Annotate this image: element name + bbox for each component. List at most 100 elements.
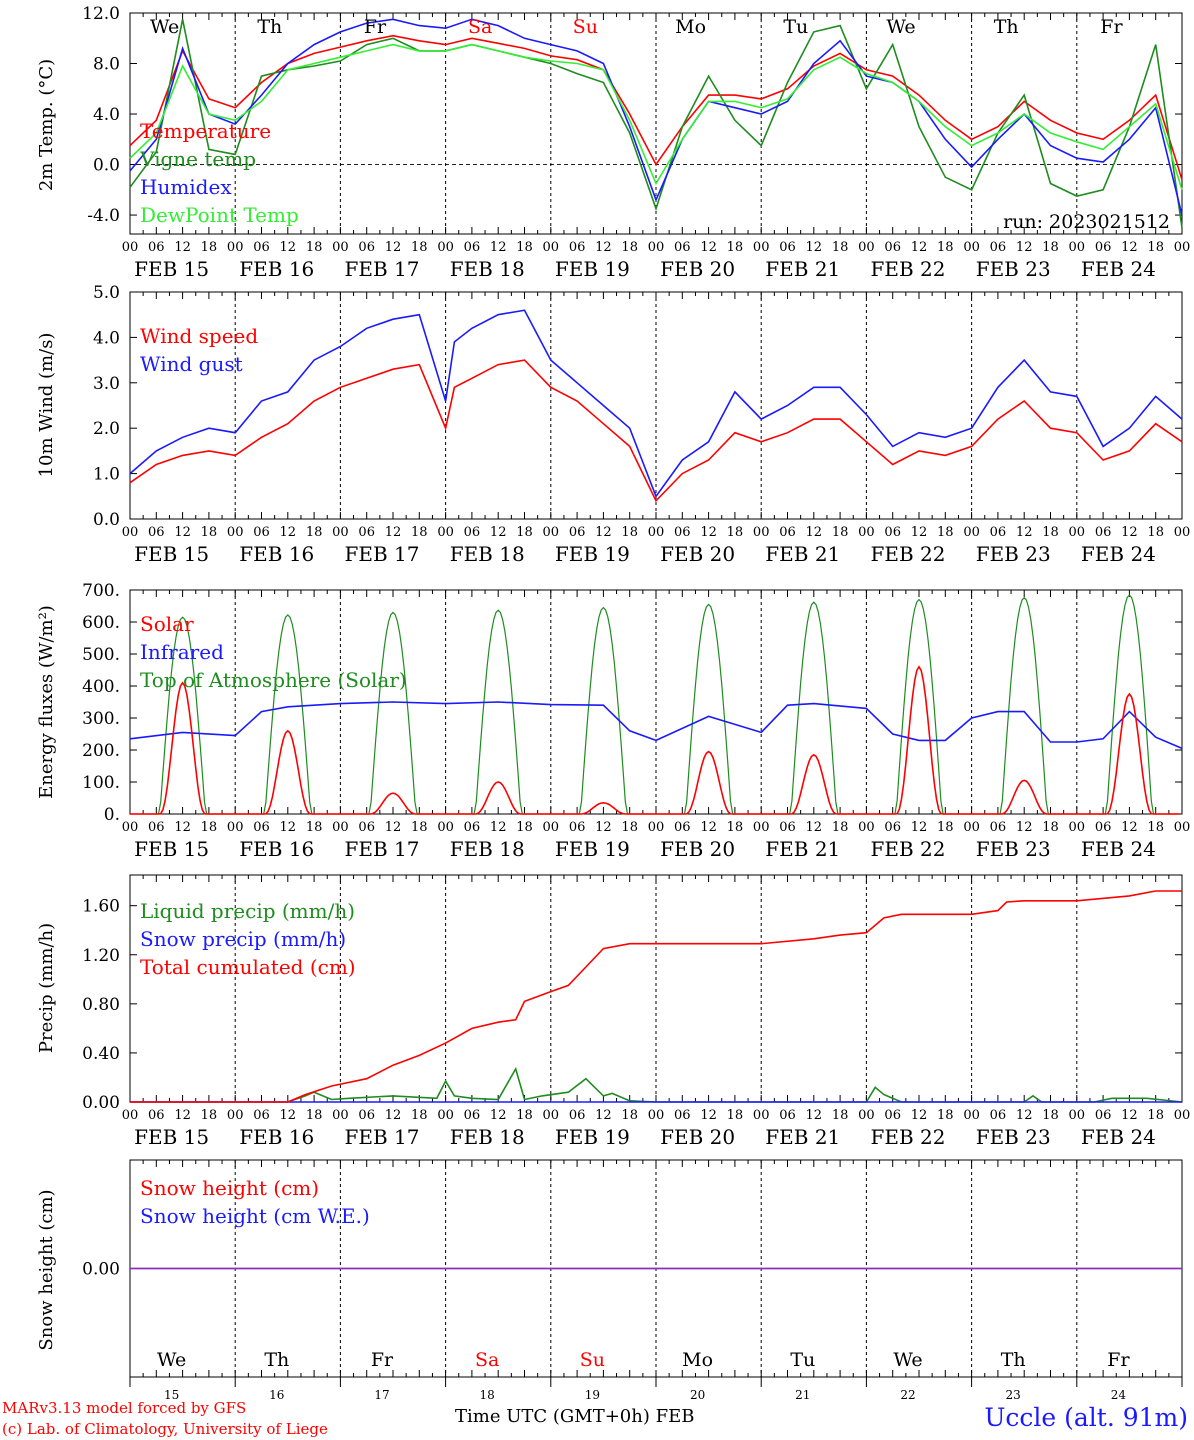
series-group (130, 890, 1183, 1103)
hour-tick-label: 18 (411, 820, 428, 835)
legend-entry: Infrared (140, 640, 224, 664)
date-label: FEB 19 (555, 542, 630, 566)
hour-tick-label: 12 (1121, 525, 1138, 540)
hour-tick-label: 06 (990, 1108, 1007, 1123)
x-axis-month: FEB (655, 1406, 695, 1427)
weekday-label: Fr (371, 1349, 394, 1371)
hour-tick-label: 00 (1174, 1108, 1191, 1123)
y-tick-label: 3.0 (93, 374, 120, 394)
hour-tick-label: 18 (1042, 240, 1059, 255)
day-number-label: 16 (269, 1388, 284, 1402)
hour-tick-label: 06 (148, 525, 165, 540)
hour-tick-label: 06 (779, 240, 796, 255)
hour-tick-label: 18 (621, 240, 638, 255)
hour-tick-label: 00 (963, 1108, 980, 1123)
hour-tick-label: 12 (700, 1108, 717, 1123)
date-label: FEB 18 (450, 257, 525, 281)
hour-tick-label: 12 (595, 820, 612, 835)
hour-tick-label: 12 (1016, 240, 1033, 255)
hour-tick-label: 00 (648, 1108, 665, 1123)
y-tick-label: 600. (82, 613, 120, 633)
hour-tick-label: 00 (437, 240, 454, 255)
hour-tick-label: 00 (227, 820, 244, 835)
date-label: FEB 18 (450, 1125, 525, 1149)
date-label: FEB 20 (660, 257, 735, 281)
weekday-label: Sa (468, 16, 492, 38)
hour-tick-label: 06 (884, 820, 901, 835)
y-axis-label: 2m Temp. (°C) (36, 59, 57, 191)
hour-tick-label: 18 (1147, 525, 1164, 540)
hour-tick-label: 18 (832, 820, 849, 835)
legend-entry: Wind gust (140, 352, 243, 376)
hour-tick-label: 18 (201, 525, 218, 540)
hour-tick-label: 06 (464, 240, 481, 255)
model-credit: MARv3.13 model forced by GFS (2, 1399, 247, 1417)
date-label: FEB 19 (555, 1125, 630, 1149)
y-axis-label: Precip (mm/h) (36, 923, 57, 1053)
hour-tick-label: 12 (490, 525, 507, 540)
legend-entry: Humidex (140, 175, 232, 199)
series-line-solar (130, 665, 1180, 815)
hour-tick-label: 12 (1121, 1108, 1138, 1123)
run-annotation: run: 2023021512 (1003, 211, 1170, 233)
date-label: FEB 22 (871, 1125, 946, 1149)
hour-tick-label: 18 (201, 240, 218, 255)
date-label: FEB 21 (765, 542, 840, 566)
hour-tick-label: 18 (1147, 1108, 1164, 1123)
weekday-label: Th (257, 16, 282, 38)
hour-tick-label: 00 (332, 1108, 349, 1123)
hour-tick-label: 12 (385, 820, 402, 835)
hour-tick-label: 00 (1069, 240, 1086, 255)
y-tick-label: 0.00 (82, 1093, 120, 1113)
hour-tick-label: 00 (1174, 240, 1191, 255)
y-tick-label: 4.0 (93, 328, 120, 348)
hour-tick-label: 06 (148, 1108, 165, 1123)
date-label: FEB 24 (1081, 837, 1156, 861)
legend-entry: Solar (140, 612, 194, 636)
y-tick-label: 0. (104, 805, 120, 825)
hour-tick-label: 00 (227, 1108, 244, 1123)
hour-tick-label: 00 (753, 1108, 770, 1123)
panel-wind: 5.0 4.0 3.0 2.0 1.0 0.0 10m Wind (m/s) Wind spe… (36, 283, 1183, 530)
hour-tick-label: 12 (595, 525, 612, 540)
date-label: FEB 20 (660, 1125, 735, 1149)
y-tick-label: 12.0 (82, 4, 120, 24)
hour-tick-label: 00 (1174, 525, 1191, 540)
date-label: FEB 17 (345, 542, 420, 566)
hour-tick-label: 12 (174, 820, 191, 835)
legend-entry: Wind speed (140, 324, 258, 348)
hour-tick-label: 12 (385, 525, 402, 540)
hour-tick-label: 06 (148, 240, 165, 255)
hour-tick-label: 06 (569, 525, 586, 540)
hour-tick-label: 12 (806, 820, 823, 835)
hour-tick-label: 12 (700, 820, 717, 835)
hour-tick-label: 18 (1042, 820, 1059, 835)
hour-tick-label: 12 (280, 820, 297, 835)
hour-tick-label: 18 (411, 240, 428, 255)
hour-tick-label: 18 (621, 525, 638, 540)
weekday-label: Su (573, 16, 598, 38)
date-label: FEB 23 (976, 837, 1051, 861)
date-label: FEB 16 (239, 257, 314, 281)
hour-tick-label: 06 (358, 820, 375, 835)
series-line-dewpoint-temp (129, 43, 1183, 191)
hour-tick-label: 12 (700, 240, 717, 255)
hour-tick-label: 06 (1095, 525, 1112, 540)
hour-tick-label: 18 (306, 820, 323, 835)
hour-tick-label: 06 (253, 525, 270, 540)
date-label: FEB 19 (555, 837, 630, 861)
hour-tick-label: 00 (437, 1108, 454, 1123)
hour-tick-label: 06 (779, 820, 796, 835)
hour-tick-label: 12 (174, 1108, 191, 1123)
legend-entry: DewPoint Temp (140, 203, 299, 227)
hour-tick-label: 12 (806, 1108, 823, 1123)
hour-tick-label: 18 (727, 525, 744, 540)
hour-tick-label: 00 (437, 820, 454, 835)
hour-tick-label: 18 (306, 525, 323, 540)
hour-tick-label: 00 (1069, 820, 1086, 835)
hour-tick-label: 06 (253, 240, 270, 255)
hour-tick-label: 12 (911, 525, 928, 540)
hour-tick-label: 06 (569, 1108, 586, 1123)
hour-tick-label: 18 (411, 1108, 428, 1123)
